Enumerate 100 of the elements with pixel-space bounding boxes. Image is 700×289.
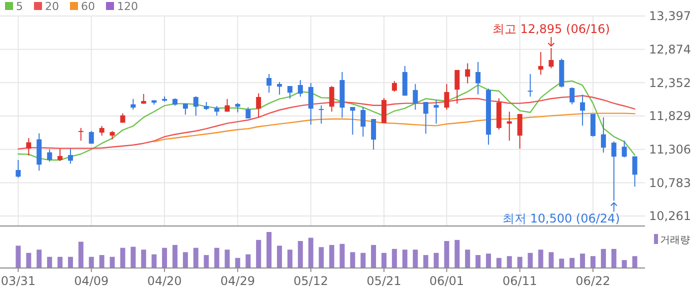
candlestick <box>235 102 240 113</box>
candlestick <box>632 156 638 188</box>
candlestick <box>26 137 32 156</box>
bar <box>152 254 157 268</box>
candlestick <box>423 102 428 134</box>
legend-label: 5 <box>16 0 23 13</box>
legend-label: 60 <box>81 0 95 13</box>
candlestick <box>308 82 314 126</box>
annotation: 최저 10,500 (06/24) <box>502 212 620 226</box>
candlestick <box>434 99 439 124</box>
x-tick-label: 06/01 <box>429 274 464 288</box>
candlestick <box>360 106 366 138</box>
bar <box>172 244 178 268</box>
bar <box>182 252 188 268</box>
x-tick-label: 04/20 <box>147 274 182 288</box>
bar <box>632 256 638 268</box>
bar <box>444 241 450 268</box>
candlestick <box>412 83 418 110</box>
bar <box>538 250 544 268</box>
bar <box>570 258 575 268</box>
bar <box>88 256 94 268</box>
candlestick <box>246 106 251 119</box>
bar <box>16 246 21 268</box>
candlestick <box>454 70 460 104</box>
bar <box>580 254 586 268</box>
bar <box>528 252 533 268</box>
candlestick <box>298 80 303 98</box>
bar <box>371 244 376 268</box>
bar <box>486 254 491 268</box>
bar <box>392 248 397 268</box>
candlestick <box>622 140 627 158</box>
bar <box>298 241 303 268</box>
bar <box>434 252 439 268</box>
bar <box>423 255 428 268</box>
candlestick <box>611 140 616 202</box>
x-tick-label: 05/21 <box>366 274 402 288</box>
bar <box>78 242 84 268</box>
bar <box>517 256 522 268</box>
candlestick <box>47 148 52 162</box>
bar <box>68 256 73 268</box>
bar <box>246 254 251 268</box>
candlestick <box>58 148 63 162</box>
candlestick <box>88 130 94 144</box>
bar <box>235 258 240 268</box>
candlestick <box>276 82 282 96</box>
bar <box>329 244 334 268</box>
candlestick <box>381 98 386 124</box>
candlestick <box>329 86 334 112</box>
x-tick-label: 04/09 <box>74 274 109 288</box>
bar <box>454 240 460 268</box>
bar <box>141 250 146 268</box>
bar <box>99 255 104 268</box>
legend-label: 120 <box>117 0 138 13</box>
candlestick <box>548 48 554 69</box>
x-tick-label: 06/22 <box>576 274 610 288</box>
y-tick-label: 12,874 <box>649 42 691 57</box>
bar <box>402 250 408 268</box>
bar <box>26 252 32 268</box>
legend-label: 거래량 <box>660 235 690 246</box>
legend-label: 20 <box>45 0 59 13</box>
candlestick <box>517 114 522 150</box>
bar <box>506 256 512 268</box>
candlestick <box>580 94 586 126</box>
bar <box>340 244 345 268</box>
bar <box>287 250 292 268</box>
y-tick-label: 10,261 <box>649 209 691 224</box>
bar <box>496 258 502 268</box>
bar <box>350 252 356 268</box>
bar <box>120 248 126 268</box>
candlestick <box>528 73 533 98</box>
bar <box>465 250 470 268</box>
candlestick <box>590 114 596 138</box>
bar <box>360 252 366 268</box>
candlestick <box>130 98 136 110</box>
x-tick-label: 03/31 <box>0 274 36 288</box>
y-tick-label: 10,783 <box>649 176 691 190</box>
y-tick-label: 11,306 <box>649 142 691 157</box>
candlestick <box>318 104 324 124</box>
bar <box>162 248 168 268</box>
candlestick <box>465 62 470 84</box>
y-tick-label: 12,352 <box>649 76 691 90</box>
bar <box>204 255 209 268</box>
y-tick-label: 13,397 <box>649 9 691 24</box>
candlestick <box>444 83 450 110</box>
bar <box>590 256 596 268</box>
bar <box>611 248 616 268</box>
bar <box>276 246 282 268</box>
bar <box>256 240 262 268</box>
y-tick-label: 11,829 <box>649 109 691 124</box>
bar <box>308 238 314 268</box>
bar <box>381 252 386 268</box>
candlestick <box>68 148 73 164</box>
candlestick <box>266 73 272 94</box>
candlestick <box>392 80 397 92</box>
bar <box>600 248 606 268</box>
candlestick <box>570 86 575 105</box>
candlestick <box>538 52 544 76</box>
bar <box>214 248 220 268</box>
bar <box>110 256 115 268</box>
x-tick-label: 04/29 <box>220 274 255 288</box>
